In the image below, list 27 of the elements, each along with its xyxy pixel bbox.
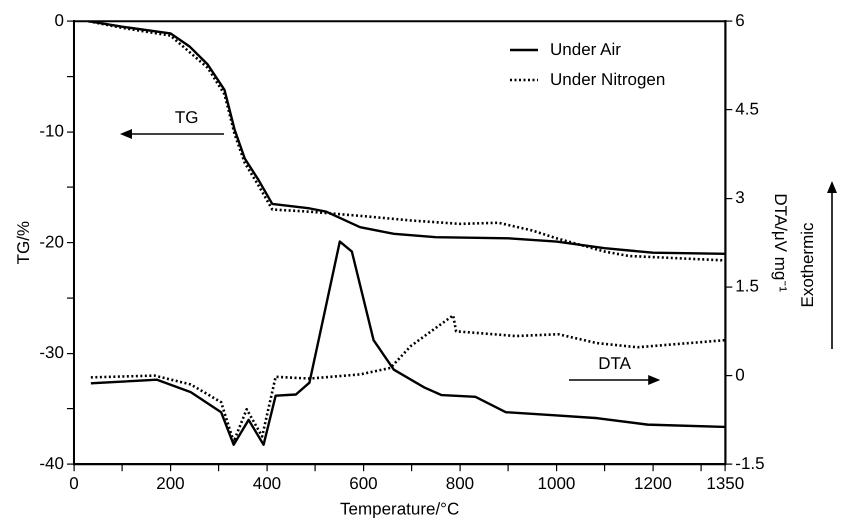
x-tick-label: 1350 (706, 474, 744, 494)
annotation: TG (174, 108, 200, 128)
x-tick-label: 200 (156, 474, 185, 494)
y-tick-label: -40 (39, 454, 64, 473)
y2-tick-label: 3 (735, 188, 745, 208)
x-tick-label: 0 (69, 474, 79, 494)
y-tick-label: -10 (39, 122, 64, 141)
y2-tick-label: 4.5 (735, 99, 759, 118)
y-tick-label: -30 (39, 343, 64, 362)
x-tick-label: 600 (349, 474, 378, 494)
legend-label: Under Air (550, 40, 621, 60)
text: Exothermic (798, 222, 818, 308)
x-axis-title: Temperature/°C (340, 499, 460, 518)
y2-axis-title: DTA/μV mg⁻¹ (771, 193, 790, 292)
y2-tick-label: -1.5 (735, 454, 765, 473)
y-tick-label: -20 (39, 232, 64, 252)
x-tick-label: 1200 (634, 474, 672, 494)
legend-label: Under Nitrogen (550, 70, 666, 90)
y-axis-title: TG/% (14, 220, 33, 264)
y-tick-label: 0 (54, 10, 64, 30)
x-tick-label: 1000 (538, 474, 576, 494)
x-tick-label: 400 (252, 474, 282, 494)
x-tick-label: 800 (446, 474, 474, 494)
annotation: DTA (597, 354, 632, 374)
y2-tick-label: 1.5 (735, 276, 759, 296)
y2-tick-label: 6 (735, 10, 745, 30)
y2-tick-label: 0 (735, 365, 745, 384)
